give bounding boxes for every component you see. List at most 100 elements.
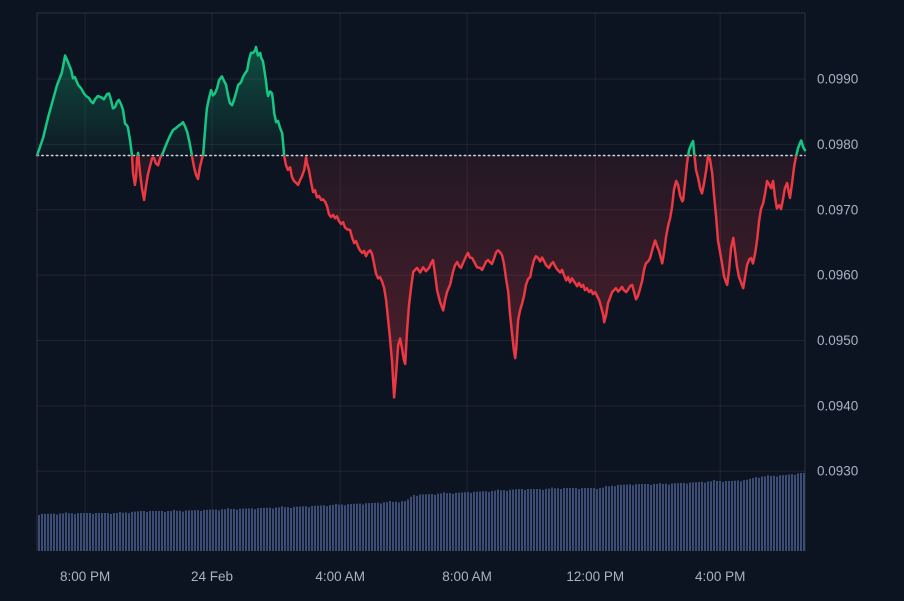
volume-bar <box>698 482 700 551</box>
volume-bar <box>437 493 439 551</box>
volume-bar <box>236 509 238 551</box>
volume-bar <box>662 483 664 551</box>
price-area-up <box>37 47 805 156</box>
volume-bar <box>143 511 145 551</box>
volume-bar <box>467 492 469 551</box>
volume-bar <box>164 512 166 551</box>
volume-bar <box>776 476 778 551</box>
volume-bar <box>653 484 655 551</box>
volume-bar <box>377 502 379 551</box>
volume-bar <box>155 511 157 551</box>
volume-bar <box>284 507 286 551</box>
volume-bar <box>623 484 625 551</box>
volume-bar <box>293 506 295 551</box>
volume-bar <box>341 504 343 551</box>
volume-bar <box>404 501 406 551</box>
volume-bar <box>296 506 298 551</box>
x-tick-label-8:00-am: 8:00 AM <box>442 569 492 584</box>
volume-bar <box>245 508 247 551</box>
volume-bar <box>695 482 697 551</box>
volume-bar <box>707 481 709 551</box>
volume-bar <box>251 508 253 551</box>
volume-bar <box>263 507 265 551</box>
volume-bar <box>740 481 742 551</box>
volume-bar <box>557 488 559 551</box>
volume-bar <box>260 508 262 551</box>
y-tick-label-0.0960: 0.0960 <box>817 268 858 283</box>
volume-bar <box>365 503 367 551</box>
volume-bar <box>536 489 538 551</box>
volume-bar <box>530 489 532 551</box>
y-tick-label-0.0980: 0.0980 <box>817 137 858 152</box>
volume-bar <box>641 484 643 551</box>
volume-bar <box>188 510 190 551</box>
volume-bar <box>572 488 574 551</box>
volume-bar <box>767 475 769 551</box>
volume-bar <box>539 489 541 551</box>
y-tick-label-0.0970: 0.0970 <box>817 202 858 217</box>
volume-bar <box>146 512 148 551</box>
volume-bar <box>95 513 97 551</box>
volume-bar <box>110 514 112 551</box>
volume-bar <box>239 508 241 551</box>
volume-bar <box>233 508 235 551</box>
volume-bar <box>182 511 184 551</box>
volume-bar <box>230 509 232 551</box>
volume-bar <box>593 488 595 551</box>
volume-bar <box>491 490 493 551</box>
volume-bar <box>290 508 292 551</box>
volume-bar <box>59 513 61 551</box>
volume-bar <box>569 488 571 551</box>
volume-bar <box>764 476 766 551</box>
volume-bar <box>476 491 478 551</box>
volume-bar <box>770 476 772 551</box>
fill-up-clip <box>37 47 805 156</box>
volume-bar <box>212 509 214 551</box>
volume-bar <box>362 504 364 551</box>
volume-bar <box>422 494 424 551</box>
volume-bar <box>710 481 712 551</box>
volume-bar <box>80 513 82 551</box>
volume-bar <box>317 505 319 551</box>
volume-bar <box>563 488 565 551</box>
volume-bar <box>602 487 604 551</box>
volume-bar <box>455 492 457 551</box>
y-axis-labels: 0.0990 0.0980 0.0970 0.0960 0.0950 0.0940 0.09… <box>817 72 858 479</box>
volume-bar <box>281 506 283 551</box>
volume-bar <box>224 509 226 551</box>
volume-bar <box>308 507 310 551</box>
volume-bar <box>344 505 346 551</box>
volume-bar <box>221 509 223 551</box>
volume-bar <box>380 503 382 551</box>
volume-bar <box>413 494 415 551</box>
price-area-down <box>132 155 797 398</box>
volume-bar <box>419 494 421 551</box>
line-strokes <box>35 45 807 399</box>
volume-bar <box>218 510 220 551</box>
volume-bar <box>686 483 688 551</box>
volume-bar <box>119 512 121 551</box>
volume-bar <box>329 505 331 551</box>
volume-bar <box>620 484 622 551</box>
volume-bar <box>101 513 103 551</box>
volume-bar <box>92 514 94 551</box>
volume-bar <box>53 513 55 551</box>
volume-bar <box>314 505 316 551</box>
volume-bar <box>458 492 460 551</box>
volume-bar <box>452 493 454 551</box>
volume-bar <box>548 488 550 551</box>
volume-bar <box>581 488 583 551</box>
volume-bar <box>371 503 373 551</box>
volume-bar <box>674 483 676 551</box>
volume-bar <box>728 481 730 551</box>
volume-bar <box>287 507 289 551</box>
volume-bar <box>713 480 715 551</box>
volume-bar <box>578 489 580 551</box>
volume-bars <box>38 473 805 552</box>
volume-bar <box>278 507 280 551</box>
volume-bar <box>161 511 163 551</box>
volume-bar <box>599 488 601 551</box>
volume-bar <box>746 479 748 551</box>
volume-bar <box>353 503 355 551</box>
